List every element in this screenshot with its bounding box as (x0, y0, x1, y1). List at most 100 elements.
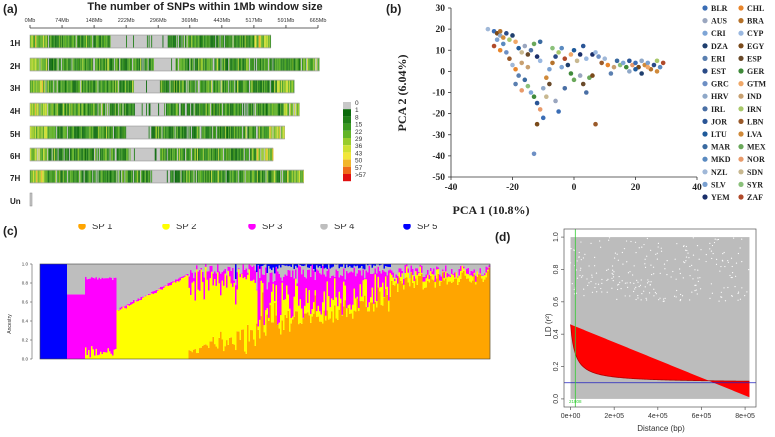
snp-density-window (53, 126, 55, 139)
ancestry-bar-segment (457, 276, 459, 278)
snp-density-window (176, 58, 178, 71)
snp-density-window (133, 58, 135, 71)
snp-density-window (34, 126, 36, 139)
ancestry-bar-segment (100, 279, 102, 352)
snp-density-window (77, 148, 79, 161)
ancestry-bar-segment (349, 304, 351, 314)
ancestry-bar-segment (248, 269, 251, 342)
ancestry-bar-segment (178, 264, 180, 279)
snp-density-window (194, 35, 196, 48)
pca-point (571, 47, 577, 53)
ld-cloud-gap (711, 257, 713, 260)
snp-density-window (53, 148, 55, 161)
snp-density-window (215, 80, 217, 93)
snp-density-window (257, 148, 259, 161)
ancestry-bar-segment (338, 309, 341, 359)
snp-density-window (81, 35, 82, 48)
ancestry-bar-segment (433, 264, 435, 269)
snp-density-window (96, 148, 98, 161)
ancestry-bar-segment (248, 341, 251, 359)
snp-density-window (176, 35, 178, 48)
ancestry-bar-segment (107, 278, 110, 349)
snp-density-window (191, 126, 193, 139)
snp-density-window (62, 80, 64, 93)
snp-density-window (44, 126, 46, 139)
snp-density-window (75, 126, 77, 139)
snp-density-window (253, 35, 255, 48)
snp-density-window (190, 148, 192, 161)
ancestry-bar-segment (73, 264, 75, 295)
snp-density-window (271, 58, 273, 71)
ancestry-bar-segment (253, 279, 255, 340)
snp-density-window (70, 103, 72, 116)
snp-density-window (179, 170, 181, 183)
ancestry-bar-segment (484, 279, 486, 359)
ancestry-bar-segment (169, 285, 171, 359)
snp-density-window (212, 103, 214, 116)
snp-density-window (261, 148, 263, 161)
ancestry-bar-segment (97, 279, 99, 356)
snp-density-window (204, 148, 205, 161)
snp-density-window (124, 170, 126, 183)
snp-density-window (290, 103, 292, 116)
ancestry-bar-segment (367, 265, 369, 273)
ancestry-bar-segment (199, 290, 201, 349)
snp-density-window (51, 103, 53, 116)
ld-cloud-gap (737, 292, 739, 295)
ancestry-bar-segment (178, 281, 180, 359)
snp-density-window (65, 148, 67, 161)
snp-density-x-tick-label: 74Mb (55, 18, 69, 24)
snp-density-window (228, 148, 230, 161)
snp-density-window (236, 148, 238, 161)
snp-density-window (114, 103, 116, 116)
ld-cloud-gap (683, 261, 685, 263)
snp-density-window (197, 126, 199, 139)
snp-density-x-tick-label: 0Mb (25, 18, 36, 24)
snp-density-window (44, 35, 46, 48)
ancestry-bar-segment (208, 347, 210, 359)
ancestry-bar-segment (347, 305, 350, 308)
snp-density-window (201, 103, 203, 116)
snp-density-window (201, 148, 203, 161)
ancestry-bar-segment (322, 264, 324, 266)
snp-density-window (292, 80, 294, 93)
pca-legend-label: JOR (711, 117, 727, 126)
snp-density-window (281, 58, 283, 71)
ancestry-bar-segment (401, 273, 404, 284)
snp-density-window (120, 58, 121, 71)
snp-density-window (64, 148, 66, 161)
snp-density-window (214, 126, 216, 139)
snp-density-window (170, 35, 172, 48)
snp-density-window (67, 35, 69, 48)
snp-density-window (49, 58, 50, 71)
snp-density-window (204, 103, 206, 116)
snp-density-window (172, 126, 174, 139)
snp-density-window (302, 58, 304, 71)
snp-density-window (39, 58, 41, 71)
snp-density-window (104, 148, 106, 161)
snp-density-window (272, 148, 274, 161)
ancestry-bar-segment (232, 343, 234, 359)
snp-density-window (61, 35, 63, 48)
snp-density-window (189, 126, 191, 139)
snp-density-window (124, 103, 126, 116)
snp-density-window (79, 58, 81, 71)
ancestry-bar-segment (281, 264, 284, 281)
snp-density-window (148, 103, 150, 116)
ancestry-bar-segment (173, 280, 176, 282)
snp-density-window (30, 58, 32, 71)
ld-cloud-gap (672, 270, 674, 273)
ancestry-bar-segment (125, 308, 128, 359)
snp-density-window (30, 170, 32, 183)
ancestry-bar-segment (284, 299, 287, 316)
ancestry-bar-segment (283, 329, 285, 359)
ld-cloud-gap (633, 265, 635, 267)
snp-density-window (110, 103, 112, 116)
ancestry-bar-segment (308, 269, 311, 291)
snp-density-window (94, 170, 96, 183)
snp-density-window (46, 148, 48, 161)
ancestry-bar-segment (268, 320, 270, 359)
snp-density-window (237, 35, 239, 48)
ld-cloud-gap (611, 272, 613, 274)
ancestry-bar-segment (319, 311, 321, 322)
